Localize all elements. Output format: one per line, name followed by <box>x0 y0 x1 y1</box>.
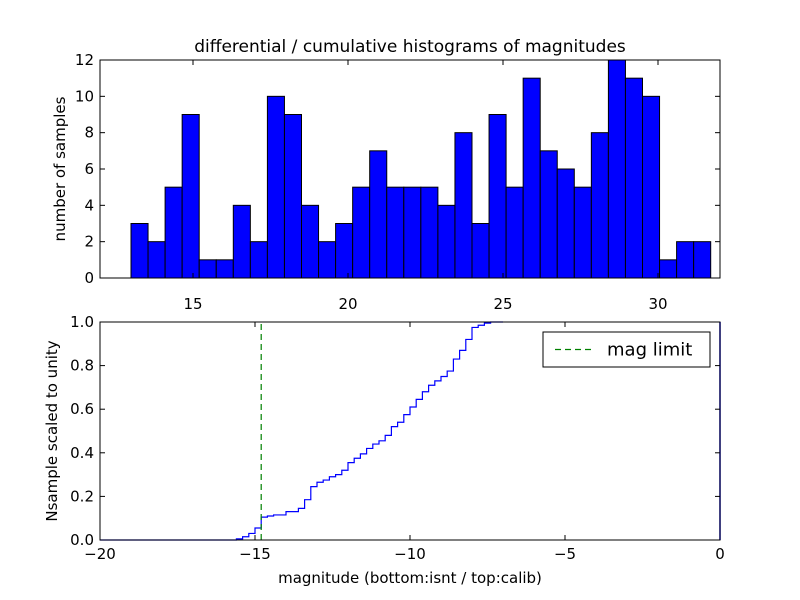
top-y-tick-label: 8 <box>84 124 94 142</box>
histogram-bar <box>420 186 439 279</box>
bottom-plot-frame <box>99 321 721 541</box>
legend-label-mag-limit: mag limit <box>607 340 692 361</box>
histogram-bar <box>590 132 609 279</box>
top-y-tick-label: 2 <box>84 233 94 251</box>
top-x-tick-label: 15 <box>183 295 202 313</box>
histogram-bar <box>301 204 320 279</box>
histogram-bar <box>488 114 507 279</box>
histogram-bar <box>249 241 268 279</box>
histogram-bar <box>147 241 166 279</box>
top-histogram-panel: differential / cumulative histograms of … <box>51 37 721 313</box>
top-y-tick-label: 12 <box>75 51 94 69</box>
top-x-tick-label: 30 <box>648 295 667 313</box>
bottom-axis-ticks: 0.0 0.2 0.4 0.6 0.8 1.0 −20 −15 −10 −5 0 <box>70 313 725 563</box>
histogram-bar <box>454 132 473 279</box>
bottom-x-tick-label: −20 <box>84 545 116 563</box>
histogram-bar <box>215 259 234 279</box>
top-y-axis-label: number of samples <box>51 96 69 241</box>
histogram-bar <box>283 114 303 279</box>
histogram-bar <box>676 241 695 279</box>
histogram-bar <box>335 223 354 279</box>
histogram-bar <box>693 241 712 279</box>
histogram-bar <box>607 59 626 279</box>
bottom-y-axis-label: Nsample scaled to unity <box>43 340 61 521</box>
histogram-bar <box>352 186 371 279</box>
top-y-tick-label: 10 <box>75 87 94 105</box>
histogram-bar <box>642 95 661 279</box>
histogram-bar <box>164 186 183 279</box>
bottom-x-tick-label: −15 <box>239 545 271 563</box>
top-plot-frame <box>99 59 721 279</box>
bottom-x-tick-label: 0 <box>715 545 725 563</box>
histogram-bar <box>181 114 200 279</box>
bottom-x-axis-label: magnitude (bottom:isnt / top:calib) <box>278 569 542 587</box>
histogram-bar <box>386 186 405 279</box>
histogram-bar <box>266 95 285 279</box>
histogram-bar <box>471 223 490 279</box>
histogram-bar <box>659 259 678 279</box>
bottom-y-tick-label: 0.4 <box>70 444 94 462</box>
histogram-bar <box>198 259 217 279</box>
cumulative-step-line <box>100 321 503 541</box>
top-x-tick-label: 25 <box>493 295 512 313</box>
chart-title: differential / cumulative histograms of … <box>194 37 626 57</box>
histogram-bar <box>232 204 251 279</box>
bottom-cumulative-panel: Nsample scaled to unity magnitude (botto… <box>43 313 725 587</box>
bottom-y-tick-label: 0.0 <box>70 531 94 549</box>
histogram-bar <box>624 77 644 279</box>
bottom-y-tick-label: 0.6 <box>70 400 94 418</box>
histogram-bar <box>369 150 388 279</box>
top-y-tick-label: 0 <box>84 269 94 287</box>
top-histogram-bars <box>130 59 712 279</box>
top-y-tick-label: 6 <box>84 160 94 178</box>
top-y-tick-label: 4 <box>84 196 94 214</box>
top-axis-ticks: 0 2 4 6 8 10 12 15 20 25 30 <box>75 51 720 313</box>
histogram-bar <box>318 241 337 279</box>
bottom-y-tick-label: 0.2 <box>70 487 94 505</box>
legend: mag limit <box>542 331 711 368</box>
histogram-bar <box>437 204 456 279</box>
histogram-bar <box>505 186 524 279</box>
bottom-y-tick-label: 1.0 <box>70 313 94 331</box>
bottom-y-tick-label: 0.8 <box>70 357 94 375</box>
histogram-bar <box>573 186 592 279</box>
histogram-bar <box>403 186 422 279</box>
histogram-bar <box>539 150 558 279</box>
histogram-bar <box>522 77 541 279</box>
histogram-bar <box>556 168 575 279</box>
top-x-tick-label: 20 <box>338 295 357 313</box>
bottom-x-tick-label: −10 <box>394 545 426 563</box>
histogram-bar <box>130 223 149 279</box>
bottom-x-tick-label: −5 <box>554 545 576 563</box>
